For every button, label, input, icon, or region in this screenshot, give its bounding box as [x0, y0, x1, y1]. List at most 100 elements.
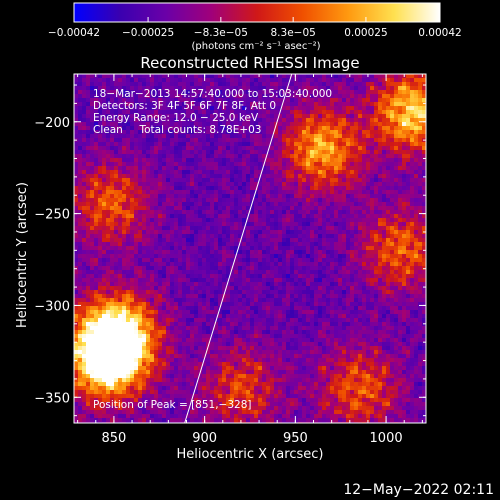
heatmap-cell	[294, 86, 299, 91]
heatmap-cell	[254, 282, 259, 287]
heatmap-cell	[262, 146, 267, 151]
heatmap-cell	[410, 254, 415, 259]
heatmap-cell	[238, 146, 243, 151]
heatmap-cell	[178, 102, 183, 107]
heatmap-cell	[354, 130, 359, 135]
heatmap-cell	[174, 282, 179, 287]
heatmap-cell	[290, 266, 295, 271]
heatmap-cell	[282, 162, 287, 167]
heatmap-cell	[74, 146, 79, 151]
heatmap-cell	[298, 182, 303, 187]
heatmap-cell	[206, 154, 211, 159]
heatmap-cell	[162, 146, 167, 151]
heatmap-cell	[74, 194, 79, 199]
heatmap-cell	[406, 238, 411, 243]
heatmap-cell	[110, 250, 115, 255]
heatmap-cell	[222, 78, 227, 83]
heatmap-cell	[198, 210, 203, 215]
heatmap-cell	[358, 198, 363, 203]
heatmap-cell	[346, 250, 351, 255]
heatmap-cell	[130, 82, 135, 87]
heatmap-cell	[366, 106, 371, 111]
heatmap-cell	[402, 258, 407, 263]
heatmap-cell	[398, 250, 403, 255]
heatmap-cell	[354, 90, 359, 95]
heatmap-cell	[318, 226, 323, 231]
heatmap-cell	[346, 82, 351, 87]
heatmap-cell	[146, 142, 151, 147]
heatmap-cell	[90, 158, 95, 163]
heatmap-cell	[210, 182, 215, 187]
heatmap-cell	[374, 238, 379, 243]
heatmap-cell	[282, 270, 287, 275]
heatmap-cell	[410, 166, 415, 171]
heatmap-cell	[94, 294, 99, 299]
heatmap-cell	[226, 258, 231, 263]
heatmap-cell	[294, 270, 299, 275]
heatmap-cell	[314, 182, 319, 187]
heatmap-cell	[254, 122, 259, 127]
heatmap-cell	[286, 202, 291, 207]
heatmap-cell	[218, 258, 223, 263]
heatmap-cell	[358, 174, 363, 179]
heatmap-cell	[174, 286, 179, 291]
heatmap-cell	[122, 250, 127, 255]
heatmap-cell	[174, 126, 179, 131]
heatmap-cell	[314, 254, 319, 259]
heatmap-cell	[406, 290, 411, 295]
heatmap-cell	[298, 90, 303, 95]
heatmap-cell	[342, 226, 347, 231]
heatmap-cell	[382, 286, 387, 291]
heatmap-cell	[274, 154, 279, 159]
heatmap-cell	[306, 150, 311, 155]
heatmap-cell	[138, 278, 143, 283]
heatmap-cell	[130, 274, 135, 279]
heatmap-cell	[318, 290, 323, 295]
heatmap-cell	[338, 82, 343, 87]
heatmap-cell	[110, 218, 115, 223]
heatmap-cell	[270, 206, 275, 211]
heatmap-cell	[302, 138, 307, 143]
heatmap-cell	[186, 150, 191, 155]
heatmap-cell	[254, 174, 259, 179]
heatmap-cell	[326, 166, 331, 171]
heatmap-cell	[370, 254, 375, 259]
heatmap-cell	[422, 286, 426, 291]
heatmap-cell	[238, 282, 243, 287]
heatmap-cell	[154, 110, 159, 115]
heatmap-cell	[214, 118, 219, 123]
heatmap-cell	[370, 238, 375, 243]
heatmap-cell	[274, 98, 279, 103]
heatmap-cell	[274, 170, 279, 175]
heatmap-cell	[102, 202, 107, 207]
heatmap-cell	[318, 158, 323, 163]
heatmap-cell	[410, 290, 415, 295]
heatmap-cell	[154, 234, 159, 239]
heatmap-cell	[102, 138, 107, 143]
heatmap-cell	[150, 294, 155, 299]
heatmap-cell	[138, 186, 143, 191]
heatmap-cell	[174, 262, 179, 267]
heatmap-cell	[186, 206, 191, 211]
heatmap-cell	[326, 90, 331, 95]
heatmap-cell	[234, 250, 239, 255]
heatmap-cell	[362, 258, 367, 263]
heatmap-cell	[350, 82, 355, 87]
heatmap-cell	[98, 86, 103, 91]
heatmap-cell	[310, 290, 315, 295]
heatmap-cell	[370, 130, 375, 135]
heatmap-cell	[286, 90, 291, 95]
heatmap-cell	[210, 262, 215, 267]
heatmap-cell	[278, 178, 283, 183]
heatmap-cell	[198, 86, 203, 91]
heatmap-cell	[350, 74, 355, 79]
heatmap-cell	[78, 274, 83, 279]
heatmap-cell	[114, 146, 119, 151]
heatmap-cell	[94, 202, 99, 207]
heatmap-cell	[370, 226, 375, 231]
heatmap-cell	[290, 238, 295, 243]
heatmap-cell	[394, 98, 399, 103]
heatmap-cell	[262, 250, 267, 255]
heatmap-cell	[218, 118, 223, 123]
heatmap-cell	[166, 178, 171, 183]
